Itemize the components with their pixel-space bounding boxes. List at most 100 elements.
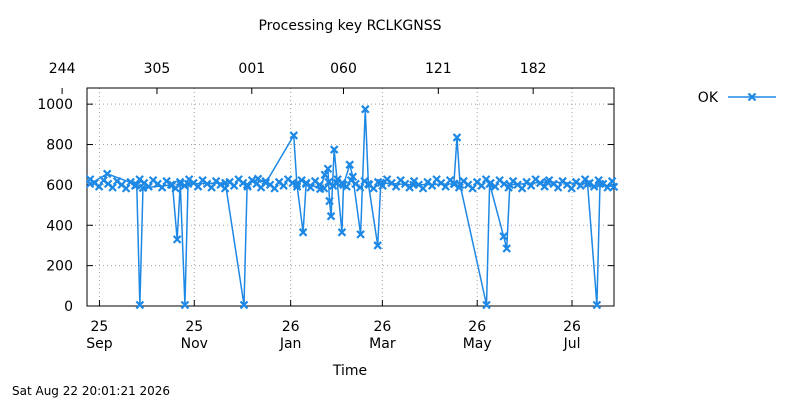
series-point <box>567 184 576 193</box>
marker-stroke <box>427 181 437 190</box>
series-point <box>592 300 602 310</box>
marker-stroke <box>517 184 527 193</box>
series-point <box>323 164 333 174</box>
y-tick-label: 800 <box>46 138 73 154</box>
marker-stroke <box>298 228 308 237</box>
x-tick-label-day: 26 <box>468 319 486 335</box>
marker-stroke <box>265 180 275 190</box>
marker-stroke <box>180 300 190 310</box>
marker-stroke <box>326 211 336 221</box>
marker-stroke <box>418 184 428 193</box>
series-point <box>364 179 373 189</box>
marker-stroke <box>589 182 599 191</box>
series-point <box>607 176 617 186</box>
series-point <box>373 241 382 250</box>
marker-stroke <box>172 235 182 244</box>
legend-label: OK <box>698 90 719 106</box>
marker-stroke <box>373 241 382 250</box>
series-point <box>138 183 148 193</box>
marker-stroke <box>409 180 418 190</box>
marker-stroke <box>168 180 177 190</box>
marker-stroke <box>135 300 145 310</box>
marker-stroke <box>455 180 465 190</box>
x-tick-label-month: Mar <box>369 336 396 352</box>
marker-stroke <box>175 179 185 189</box>
series-point <box>339 180 348 190</box>
marker-stroke <box>261 178 271 188</box>
series-point <box>449 179 459 189</box>
marker-stroke <box>121 184 131 193</box>
marker-stroke <box>382 175 392 184</box>
marker-stroke <box>175 177 185 187</box>
marker-stroke <box>85 179 95 189</box>
marker-stroke <box>449 179 459 189</box>
marker-stroke <box>490 182 500 191</box>
series-point <box>333 178 342 188</box>
marker-stroke <box>558 176 567 186</box>
series-point <box>452 133 462 142</box>
x2-tick-label: 060 <box>330 61 357 77</box>
x2-tick-label: 244 <box>49 61 76 77</box>
marker-stroke <box>502 244 512 253</box>
marker-stroke <box>553 183 563 192</box>
marker-stroke <box>472 177 482 187</box>
series-point <box>239 300 249 310</box>
x2-tick-label: 182 <box>520 61 547 77</box>
marker-stroke <box>592 300 602 310</box>
series-point <box>427 181 437 190</box>
series-point <box>482 300 491 310</box>
series-point <box>356 230 365 239</box>
x-tick-label-day: 26 <box>563 319 581 335</box>
x-tick-label-month: Sep <box>86 336 113 352</box>
series-point <box>326 211 336 221</box>
plot-border <box>86 87 615 307</box>
legend: OK <box>698 90 776 106</box>
y-tick-label: 200 <box>46 259 73 275</box>
x-tick-label-day: 26 <box>282 319 300 335</box>
marker-stroke <box>396 176 405 185</box>
marker-stroke <box>345 160 355 169</box>
series-point <box>505 180 515 190</box>
series-point <box>499 232 508 241</box>
marker-stroke <box>333 178 342 188</box>
series-point <box>320 170 330 180</box>
marker-stroke <box>238 178 248 188</box>
series-point <box>595 179 605 189</box>
chart-title: Processing key RCLKGNSS <box>258 18 441 34</box>
marker-stroke <box>102 169 112 179</box>
marker-stroke <box>468 184 477 193</box>
series-point <box>207 183 216 192</box>
marker-stroke <box>445 176 455 185</box>
legend-marker <box>747 92 757 102</box>
marker-stroke <box>198 176 207 185</box>
marker-stroke <box>108 183 117 192</box>
marker-stroke <box>323 164 333 174</box>
marker-stroke <box>325 196 334 206</box>
marker-stroke <box>348 172 358 182</box>
marker-stroke <box>132 180 142 190</box>
marker-stroke <box>609 182 619 192</box>
series-point <box>553 183 563 192</box>
series-point <box>468 184 477 193</box>
marker-stroke <box>747 92 757 102</box>
x-tick-label-day: 25 <box>91 319 109 335</box>
x-tick-label-day: 26 <box>373 319 391 335</box>
marker-stroke <box>603 183 612 192</box>
marker-stroke <box>234 175 243 184</box>
marker-stroke <box>499 232 508 241</box>
marker-stroke <box>279 181 288 190</box>
x-tick-label-month: May <box>463 336 492 352</box>
series-point <box>253 174 263 184</box>
marker-stroke <box>162 176 171 186</box>
marker-stroke <box>583 179 592 189</box>
x-tick-label-day: 25 <box>185 319 203 335</box>
series-point <box>329 145 339 154</box>
series-point <box>132 180 142 190</box>
marker-stroke <box>283 175 293 184</box>
x2-tick-label: 001 <box>238 61 265 77</box>
series-point <box>540 182 549 191</box>
x2-tick-label: 121 <box>425 61 452 77</box>
marker-stroke <box>463 180 473 190</box>
marker-stroke <box>117 180 126 190</box>
